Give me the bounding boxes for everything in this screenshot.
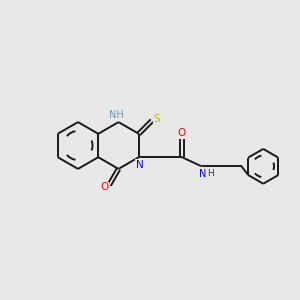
Text: N: N — [136, 160, 144, 170]
Text: S: S — [154, 114, 160, 124]
Text: O: O — [100, 182, 108, 192]
Text: N: N — [199, 169, 206, 179]
Text: H: H — [207, 169, 214, 178]
Text: NH: NH — [109, 110, 124, 120]
Text: O: O — [178, 128, 186, 138]
